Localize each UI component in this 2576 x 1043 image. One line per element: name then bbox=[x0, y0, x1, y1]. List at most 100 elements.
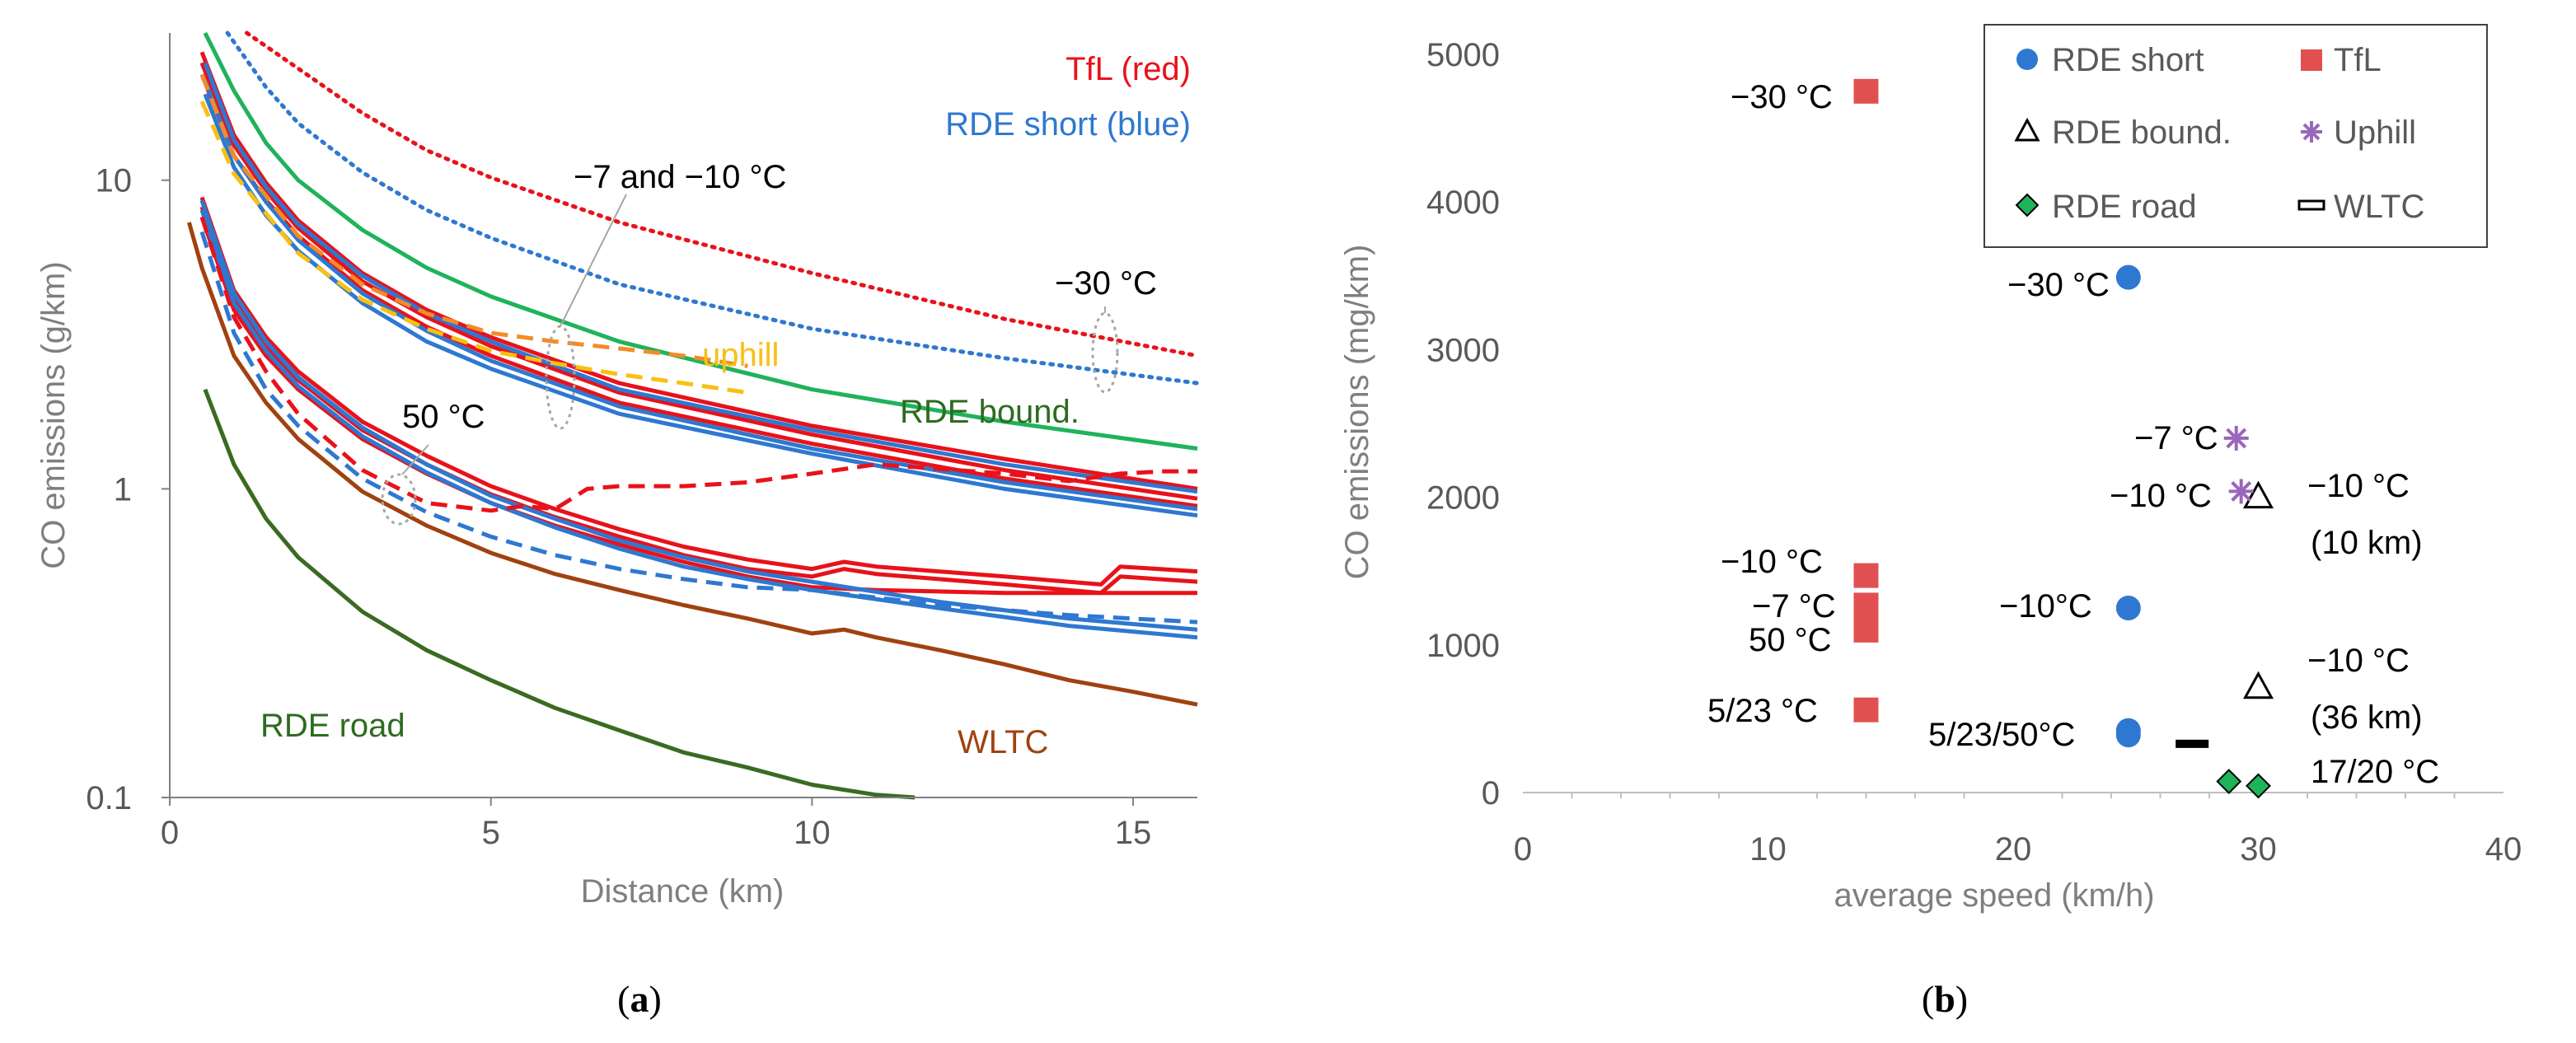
panel-a-series-layer bbox=[186, 30, 1200, 800]
legend-marker-rde-short bbox=[2016, 49, 2038, 70]
point-tfl bbox=[1853, 697, 1879, 723]
panel-b-y-tick-label: 3000 bbox=[1426, 332, 1500, 368]
line-wltc bbox=[186, 222, 1198, 707]
legend-label-rde-bound: RDE bound. bbox=[2052, 115, 2232, 151]
panel-b-x-tick-label: 40 bbox=[2485, 831, 2522, 868]
label-tfl-fifty: 50 °C bbox=[1749, 622, 1832, 658]
panel-a-y-tick-label: 0.1 bbox=[86, 780, 132, 816]
label-bound-minus10-b: −10 °C bbox=[2307, 643, 2410, 679]
panel-a-x-tick-label: 5 bbox=[482, 815, 500, 851]
line-uphill-10-c-yellow bbox=[199, 101, 748, 395]
line-tfl-5-23-50-c-a bbox=[199, 196, 1198, 587]
label-tfl-minus30: −30 °C bbox=[1731, 79, 1833, 115]
line-tfl-7-10-c-b bbox=[199, 62, 1198, 501]
callout-line-cold bbox=[560, 194, 627, 327]
annotation-minus30: −30 °C bbox=[1055, 265, 1157, 302]
legend-item-rde-short: RDE short bbox=[2016, 42, 2204, 78]
panel-b-ticks: 0 10 20 30 40 0 1000 2000 3000 4000 5000 bbox=[1426, 37, 2522, 868]
line-rde-short-30-c bbox=[225, 30, 1200, 386]
annotation-tfl-red: TfL (red) bbox=[1066, 51, 1191, 87]
point-uphill bbox=[2223, 425, 2249, 451]
chart-panel-b: 0 10 20 30 40 0 1000 2000 3000 4000 5000 average s… bbox=[1339, 24, 2522, 1020]
panel-b-y-axis-title: CO emissions (mg/km) bbox=[1339, 245, 1375, 580]
point-tfl bbox=[1853, 563, 1879, 588]
line-rde-road bbox=[203, 388, 916, 800]
legend-marker-tfl bbox=[2301, 49, 2322, 71]
legend-item-rde-bound: RDE bound. bbox=[2014, 115, 2232, 151]
line-tfl-30-c bbox=[245, 30, 1200, 358]
panel-a-x-tick-label: 0 bbox=[161, 815, 179, 851]
legend-item-tfl: TfL bbox=[2301, 42, 2382, 78]
point-tfl bbox=[1853, 78, 1879, 104]
line-tfl-5-23-50-c-b bbox=[199, 206, 1198, 596]
line-rde-short-5-23-50-c-a bbox=[199, 199, 1198, 632]
point-wltc bbox=[2176, 739, 2209, 748]
panel-b-x-tick-label: 20 bbox=[1995, 831, 2032, 868]
label-bound-36km: (36 km) bbox=[2311, 699, 2423, 736]
panel-a-x-tick-label: 10 bbox=[794, 815, 831, 851]
panel-b-y-tick-label: 0 bbox=[1482, 775, 1500, 811]
legend-label-tfl: TfL bbox=[2334, 42, 2382, 78]
point-rde-short bbox=[2115, 264, 2141, 290]
annotation-cold: −7 and −10 °C bbox=[574, 159, 786, 195]
point-rde-bound bbox=[2242, 480, 2274, 509]
point-rde-short bbox=[2115, 723, 2141, 748]
legend-marker-uphill bbox=[2301, 121, 2322, 143]
annotation-uphill: uphill bbox=[702, 337, 779, 373]
legend-marker-wltc bbox=[2297, 199, 2325, 211]
point-uphill bbox=[2228, 479, 2254, 504]
panel-b-y-tick-label: 2000 bbox=[1426, 480, 1500, 517]
label-rde-5-23-50: 5/23/50°C bbox=[1928, 717, 2075, 753]
annotation-rde-road: RDE road bbox=[260, 708, 405, 744]
label-road-17-20: 17/20 °C bbox=[2311, 754, 2439, 790]
legend-item-rde-road: RDE road bbox=[2015, 189, 2197, 225]
annotation-fifty: 50 °C bbox=[402, 399, 485, 435]
point-rde-road bbox=[2216, 769, 2242, 794]
chart-panel-a: 0 5 10 15 0.1 1 10 Distance (km) CO emissions … bbox=[35, 30, 1200, 1020]
legend-marker-rde-bound bbox=[2014, 117, 2040, 142]
line-rde-short-5-23-50-c-b bbox=[199, 209, 1198, 640]
panel-b-x-tick-label: 10 bbox=[1749, 831, 1787, 868]
line-uphill-7-c-orange bbox=[199, 73, 748, 368]
panel-a-y-axis-title: CO emissions (g/km) bbox=[35, 261, 72, 568]
panel-b-y-tick-label: 4000 bbox=[1426, 185, 1500, 221]
label-rde-minus10: −10°C bbox=[1999, 588, 2092, 624]
legend-label-rde-short: RDE short bbox=[2052, 42, 2204, 78]
panel-b-caption: (b) bbox=[1922, 978, 1968, 1020]
annotation-rde-short-blue: RDE short (blue) bbox=[945, 106, 1191, 143]
point-rde-road bbox=[2246, 773, 2271, 799]
legend-marker-rde-road bbox=[2015, 193, 2040, 217]
legend-label-rde-road: RDE road bbox=[2052, 189, 2197, 225]
line-rde-short-7-10-c-b bbox=[203, 80, 1198, 512]
label-bound-minus10-a: −10 °C bbox=[2307, 468, 2410, 504]
line-rde-bound bbox=[203, 31, 1198, 451]
line-tfl-50-c bbox=[199, 216, 1197, 513]
panel-a-caption: (a) bbox=[617, 978, 662, 1020]
line-rde-short-50-c bbox=[199, 231, 1198, 624]
point-rde-bound bbox=[2242, 671, 2274, 699]
point-tfl bbox=[1853, 617, 1879, 643]
panel-b-points-layer bbox=[1853, 78, 2274, 799]
panel-a-ticks: 0 5 10 15 0.1 1 10 bbox=[86, 163, 1151, 851]
label-bound-10km: (10 km) bbox=[2311, 525, 2423, 561]
label-rde-minus30: −30 °C bbox=[2007, 267, 2110, 303]
panel-b-x-tick-label: 0 bbox=[1514, 831, 1532, 868]
legend-item-uphill: Uphill bbox=[2301, 115, 2416, 151]
label-uphill-minus7: −7 °C bbox=[2134, 420, 2218, 456]
annotation-wltc: WLTC bbox=[958, 724, 1048, 760]
legend-item-wltc: WLTC bbox=[2297, 189, 2424, 225]
panel-b-x-axis-title: average speed (km/h) bbox=[1834, 877, 2154, 914]
panel-a-y-tick-label: 1 bbox=[114, 471, 132, 507]
point-rde-short bbox=[2115, 596, 2141, 620]
panel-a-x-tick-label: 15 bbox=[1115, 815, 1152, 851]
legend-box bbox=[1984, 24, 2488, 248]
panel-b-y-tick-label: 1000 bbox=[1426, 628, 1500, 664]
legend-label-wltc: WLTC bbox=[2334, 189, 2424, 225]
callout-line-fifty bbox=[401, 444, 429, 475]
annotation-rde-bound: RDE bound. bbox=[900, 394, 1080, 430]
panel-b-y-tick-label: 5000 bbox=[1426, 37, 1500, 73]
label-uphill-minus10: −10 °C bbox=[2110, 478, 2212, 514]
panel-b-x-tick-label: 30 bbox=[2240, 831, 2277, 868]
panel-a-y-tick-label: 10 bbox=[96, 163, 133, 199]
